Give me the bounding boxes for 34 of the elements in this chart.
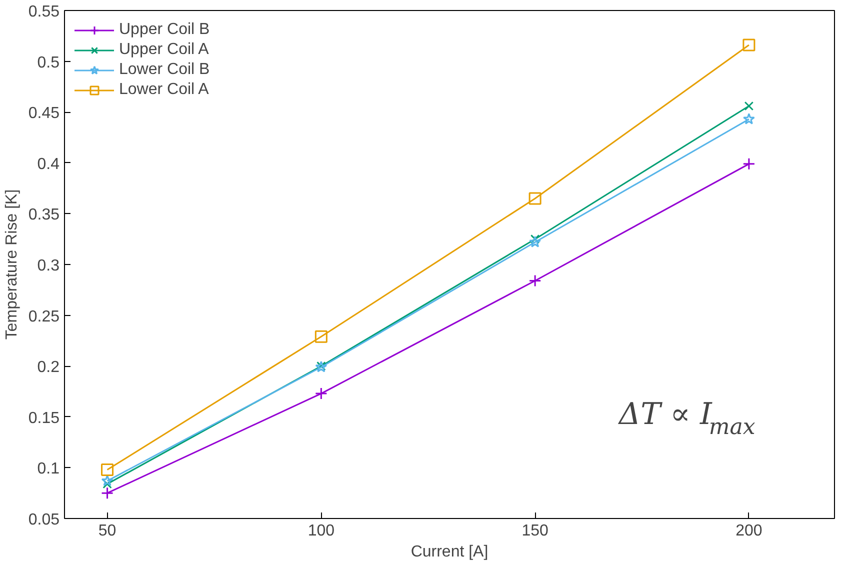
- legend-label: Upper Coil A: [119, 41, 209, 59]
- point: [314, 330, 328, 343]
- point: [742, 158, 756, 170]
- y-tick-label: 0.25: [28, 308, 60, 326]
- x-axis-title: Current [A]: [410, 544, 488, 560]
- point: [101, 463, 114, 476]
- point: [314, 387, 328, 400]
- y-tick-label: 0.45: [28, 105, 60, 122]
- point: [528, 274, 542, 288]
- point: [101, 486, 114, 500]
- y-tick-label: 0.15: [28, 410, 60, 427]
- x-tick-label: 100: [308, 522, 335, 540]
- point: [742, 112, 755, 124]
- x-tick-label: 150: [522, 522, 549, 540]
- y-tick-label: 0.35: [28, 206, 60, 224]
- point: [528, 192, 542, 205]
- point: [744, 101, 754, 111]
- x-tick-label: 50: [98, 522, 116, 540]
- y-axis-title: Temperature Rise [K]: [3, 189, 20, 340]
- y-tick-label: 0.1: [37, 460, 60, 478]
- y-tick-label: 0.3: [37, 258, 60, 274]
- x-tick-label: 200: [736, 522, 762, 540]
- point: [101, 474, 114, 486]
- y-tick-label: 0.05: [28, 512, 60, 528]
- y-tick-label: 0.55: [28, 4, 60, 20]
- y-tick-label: 0.4: [37, 156, 60, 173]
- legend-label: Lower Coil A: [119, 81, 209, 99]
- point: [529, 236, 542, 248]
- point: [742, 38, 756, 52]
- legend-label: Upper Coil B: [119, 21, 210, 39]
- legend-label: Lower Coil B: [119, 61, 210, 79]
- y-tick-label: 0.2: [37, 359, 60, 376]
- y-tick-label: 0.5: [37, 54, 60, 72]
- point: [530, 234, 540, 244]
